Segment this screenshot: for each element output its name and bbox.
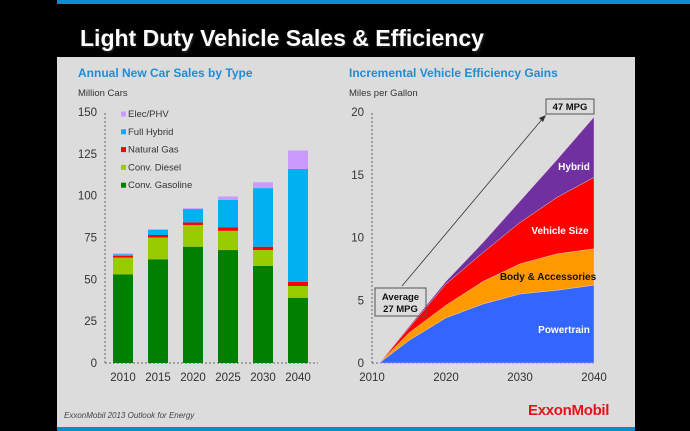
x-tick-label: 2030 xyxy=(507,372,533,384)
bar-segment-conv-diesel-2040 xyxy=(288,286,308,298)
bar-segment-full-hybrid-2015 xyxy=(148,229,168,235)
legend-label: Full Hybrid xyxy=(128,127,173,138)
x-tick-label: 2010 xyxy=(110,372,136,384)
y-tick-label: 75 xyxy=(84,233,97,245)
start-annotation-line2: 27 MPG xyxy=(383,304,418,315)
y-tick-label: 15 xyxy=(351,170,364,182)
legend-swatch xyxy=(121,111,126,117)
y-tick-label: 10 xyxy=(351,233,364,245)
x-tick-label: 2030 xyxy=(250,372,276,384)
bar-segment-conv-gasoline-2040 xyxy=(288,297,308,363)
y-tick-label: 0 xyxy=(91,358,97,370)
bar-segment-natural-gas-2025 xyxy=(218,227,238,231)
bar-segment-conv-gasoline-2010 xyxy=(113,274,133,363)
bar-segment-elec-phv-2015 xyxy=(148,229,168,230)
bar-segment-natural-gas-2020 xyxy=(183,222,203,225)
x-tick-label: 2040 xyxy=(285,372,311,384)
bar-segment-elec-phv-2010 xyxy=(113,253,133,255)
bar-segment-conv-gasoline-2020 xyxy=(183,246,203,363)
bar-segment-conv-diesel-2010 xyxy=(113,257,133,275)
bar-segment-conv-diesel-2025 xyxy=(218,230,238,251)
y-tick-label: 0 xyxy=(358,358,364,370)
bar-segment-natural-gas-2010 xyxy=(113,255,133,258)
series-label: Vehicle Size xyxy=(531,226,589,237)
bar-segment-conv-diesel-2015 xyxy=(148,237,168,260)
legend-label: Conv. Gasoline xyxy=(128,180,192,191)
x-tick-label: 2025 xyxy=(215,372,241,384)
bar-segment-elec-phv-2025 xyxy=(218,196,238,200)
arrowhead-icon xyxy=(539,115,546,122)
bar-segment-natural-gas-2030 xyxy=(253,246,273,251)
bar-segment-conv-gasoline-2030 xyxy=(253,265,273,363)
bar-segment-elec-phv-2030 xyxy=(253,182,273,189)
end-annotation-text: 47 MPG xyxy=(553,102,588,113)
y-tick-label: 20 xyxy=(351,107,364,119)
top-accent-bar xyxy=(57,0,690,4)
bar-segment-natural-gas-2040 xyxy=(288,281,308,287)
legend-swatch xyxy=(121,147,126,153)
bar-segment-full-hybrid-2030 xyxy=(253,188,273,247)
series-label: Hybrid xyxy=(558,162,590,173)
start-annotation-box xyxy=(374,287,427,317)
legend-label: Conv. Diesel xyxy=(128,162,181,173)
right-chart-ylabel: Miles per Gallon xyxy=(349,88,418,99)
series-label: Body & Accessories xyxy=(500,272,597,283)
bar-segment-natural-gas-2015 xyxy=(148,234,168,238)
left-chart-title: Annual New Car Sales by Type xyxy=(78,66,253,80)
left-chart-ylabel: Million Cars xyxy=(78,88,128,99)
bar-segment-elec-phv-2040 xyxy=(288,150,308,169)
legend-swatch xyxy=(121,129,126,135)
y-tick-label: 150 xyxy=(78,107,97,119)
bar-segment-full-hybrid-2025 xyxy=(218,199,238,228)
right-chart-title: Incremental Vehicle Efficiency Gains xyxy=(349,66,558,80)
y-tick-label: 50 xyxy=(84,274,97,286)
end-annotation-box xyxy=(545,98,595,115)
x-tick-label: 2020 xyxy=(433,372,459,384)
x-tick-label: 2010 xyxy=(359,372,385,384)
x-tick-label: 2020 xyxy=(180,372,206,384)
bar-segment-conv-diesel-2030 xyxy=(253,250,273,266)
x-tick-label: 2015 xyxy=(145,372,171,384)
start-annotation-line1: Average xyxy=(382,292,419,303)
bar-segment-conv-gasoline-2015 xyxy=(148,259,168,363)
trend-arrow xyxy=(401,116,545,287)
y-tick-label: 5 xyxy=(358,295,364,307)
bottom-accent-bar xyxy=(57,427,635,431)
area-hybrid xyxy=(379,116,595,364)
y-tick-label: 100 xyxy=(78,191,97,203)
x-tick-label: 2040 xyxy=(581,372,607,384)
exxonmobil-logo: ExxonMobil xyxy=(528,402,610,419)
bar-segment-conv-gasoline-2025 xyxy=(218,250,238,363)
slide-title: Light Duty Vehicle Sales & Efficiency xyxy=(80,25,484,51)
y-tick-label: 25 xyxy=(84,316,97,328)
series-label: Powertrain xyxy=(538,325,590,336)
legend-label: Natural Gas xyxy=(128,145,179,156)
y-tick-label: 125 xyxy=(78,149,97,161)
bar-segment-full-hybrid-2020 xyxy=(183,209,203,223)
bar-segment-full-hybrid-2040 xyxy=(288,168,308,282)
legend-swatch xyxy=(121,164,126,170)
bar-segment-elec-phv-2020 xyxy=(183,208,203,210)
source-note: ExxonMobil 2013 Outlook for Energy xyxy=(64,411,195,420)
legend-label: Elec/PHV xyxy=(128,109,169,120)
bar-segment-conv-diesel-2020 xyxy=(183,224,203,247)
bar-segment-full-hybrid-2010 xyxy=(113,254,133,256)
legend-swatch xyxy=(121,182,126,188)
